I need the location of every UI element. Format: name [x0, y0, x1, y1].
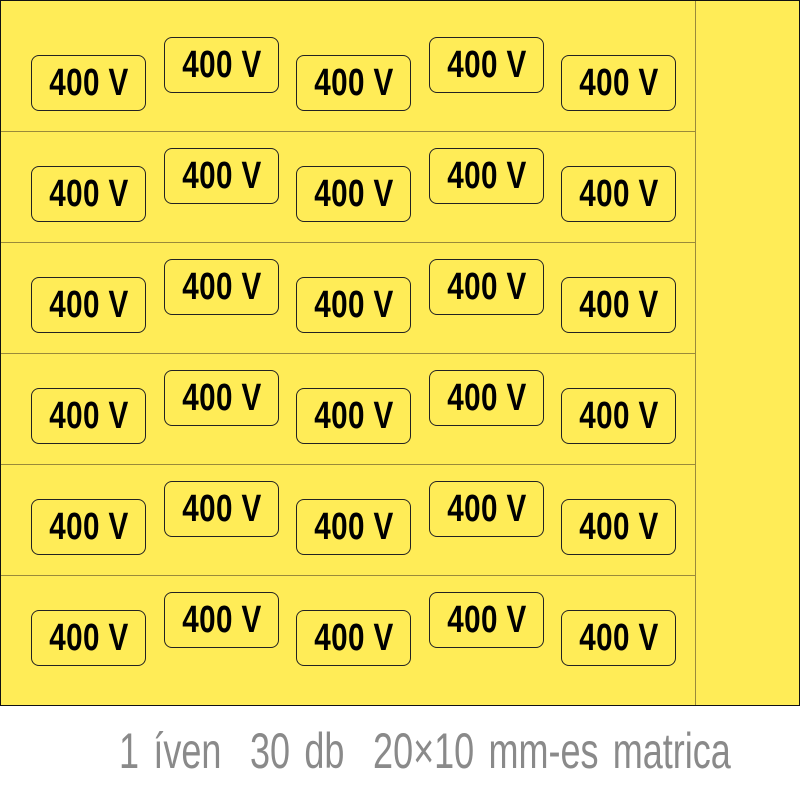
voltage-sticker: 400 V — [31, 166, 146, 222]
voltage-sticker: 400 V — [296, 277, 411, 333]
voltage-sticker: 400 V — [164, 592, 279, 648]
voltage-sticker: 400 V — [561, 166, 676, 222]
row-divider — [1, 575, 695, 576]
product-caption: 1 íven 30 db 20×10 mm-es matrica — [0, 722, 800, 780]
sticker-text: 400 V — [313, 616, 394, 659]
sticker-text: 400 V — [181, 43, 262, 86]
sticker-text: 400 V — [578, 505, 659, 548]
sticker-text: 400 V — [446, 265, 527, 308]
sticker-text: 400 V — [446, 598, 527, 641]
row-divider — [1, 464, 695, 465]
voltage-sticker: 400 V — [164, 259, 279, 315]
voltage-sticker: 400 V — [31, 610, 146, 666]
sticker-text: 400 V — [48, 283, 129, 326]
sticker-text: 400 V — [313, 283, 394, 326]
sticker-text: 400 V — [48, 394, 129, 437]
voltage-sticker: 400 V — [429, 259, 544, 315]
sticker-text: 400 V — [313, 61, 394, 104]
sticker-sheet: 400 V 400 V 400 V 400 V 400 V 400 V 400 V 400 V… — [0, 0, 800, 706]
caption-text: 1 íven 30 db 20×10 mm-es matrica — [118, 723, 731, 779]
voltage-sticker: 400 V — [296, 610, 411, 666]
margin-divider — [695, 1, 696, 705]
sticker-text: 400 V — [578, 616, 659, 659]
sticker-text: 400 V — [181, 154, 262, 197]
row-divider — [1, 353, 695, 354]
sticker-text: 400 V — [181, 487, 262, 530]
voltage-sticker: 400 V — [429, 481, 544, 537]
row-divider — [1, 131, 695, 132]
sticker-text: 400 V — [578, 61, 659, 104]
voltage-sticker: 400 V — [561, 610, 676, 666]
voltage-sticker: 400 V — [429, 592, 544, 648]
voltage-sticker: 400 V — [429, 148, 544, 204]
voltage-sticker: 400 V — [164, 148, 279, 204]
voltage-sticker: 400 V — [429, 37, 544, 93]
voltage-sticker: 400 V — [561, 499, 676, 555]
voltage-sticker: 400 V — [31, 277, 146, 333]
voltage-sticker: 400 V — [164, 481, 279, 537]
sticker-text: 400 V — [313, 172, 394, 215]
sticker-text: 400 V — [578, 172, 659, 215]
sticker-text: 400 V — [181, 598, 262, 641]
sticker-text: 400 V — [313, 505, 394, 548]
row-divider — [1, 242, 695, 243]
voltage-sticker: 400 V — [31, 388, 146, 444]
sticker-text: 400 V — [181, 376, 262, 419]
sticker-text: 400 V — [578, 394, 659, 437]
voltage-sticker: 400 V — [164, 37, 279, 93]
sticker-text: 400 V — [446, 154, 527, 197]
voltage-sticker: 400 V — [296, 388, 411, 444]
sticker-text: 400 V — [446, 376, 527, 419]
sticker-text: 400 V — [48, 505, 129, 548]
voltage-sticker: 400 V — [561, 55, 676, 111]
sticker-text: 400 V — [446, 487, 527, 530]
voltage-sticker: 400 V — [164, 370, 279, 426]
voltage-sticker: 400 V — [296, 55, 411, 111]
sticker-text: 400 V — [48, 616, 129, 659]
sticker-text: 400 V — [578, 283, 659, 326]
sticker-text: 400 V — [48, 61, 129, 104]
voltage-sticker: 400 V — [429, 370, 544, 426]
voltage-sticker: 400 V — [561, 277, 676, 333]
voltage-sticker: 400 V — [296, 166, 411, 222]
sticker-text: 400 V — [181, 265, 262, 308]
voltage-sticker: 400 V — [31, 499, 146, 555]
sticker-text: 400 V — [446, 43, 527, 86]
sticker-text: 400 V — [48, 172, 129, 215]
sticker-text: 400 V — [313, 394, 394, 437]
voltage-sticker: 400 V — [561, 388, 676, 444]
voltage-sticker: 400 V — [31, 55, 146, 111]
voltage-sticker: 400 V — [296, 499, 411, 555]
